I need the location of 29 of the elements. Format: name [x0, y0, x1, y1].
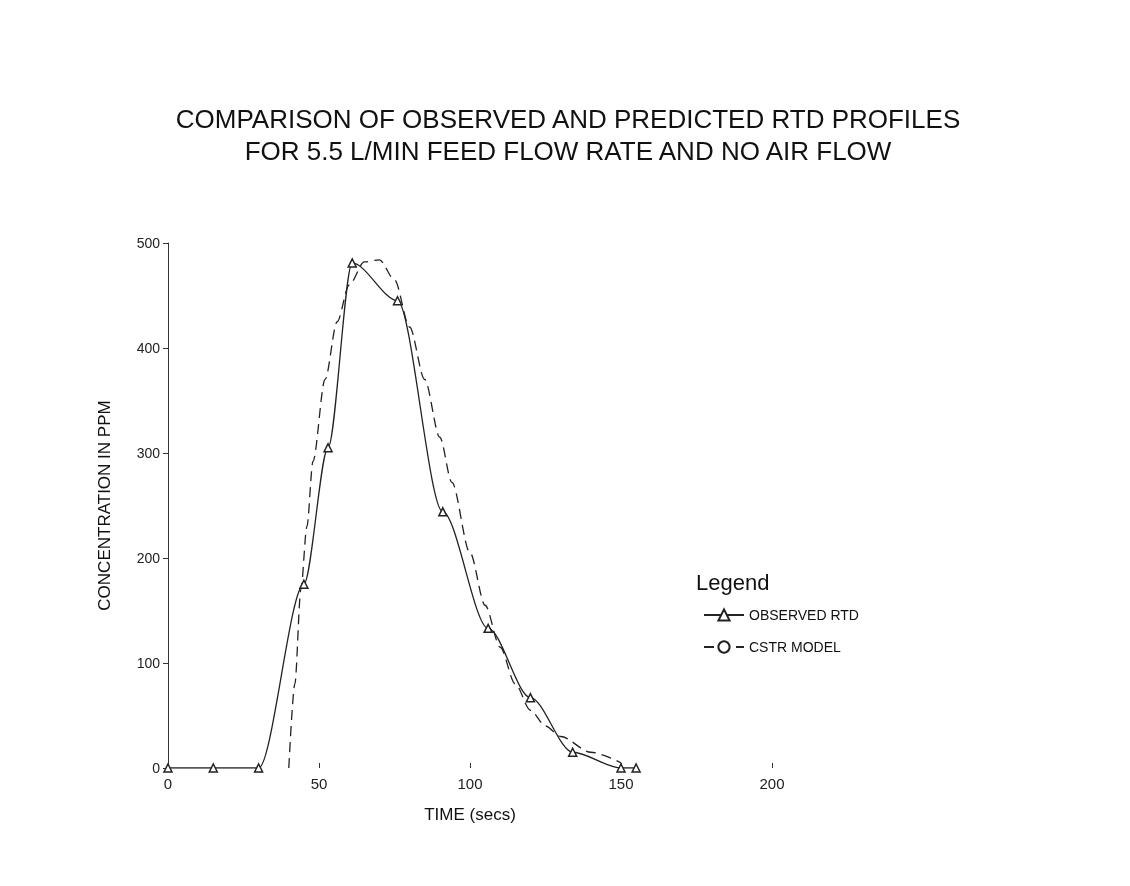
point	[347, 258, 357, 268]
x-tick-label: 50	[310, 775, 328, 792]
y-tick-label: 200	[136, 550, 161, 566]
chart-title: COMPARISON OF OBSERVED AND PREDICTED RTD PROFILES FOR 5.5 L/MIN FEED FLOW RATE AND NO AIR FLOW	[175, 104, 961, 166]
point	[631, 763, 641, 773]
y-axis-title: CONCENTRATION IN PPM	[95, 400, 114, 611]
x-axis-title: TIME (secs)	[424, 805, 516, 824]
point	[438, 507, 448, 517]
point	[392, 296, 403, 306]
point	[253, 763, 264, 773]
legend-label: CSTR MODEL	[749, 639, 841, 655]
point	[616, 763, 626, 773]
x-tick-label: 0	[163, 775, 173, 792]
y-tick-label: 100	[136, 655, 161, 671]
y-tick-label: 0	[152, 760, 161, 776]
point	[208, 763, 219, 773]
legend-label: OBSERVED RTD	[749, 607, 859, 623]
point	[483, 623, 493, 634]
x-tick-label: 200	[759, 775, 785, 792]
x-tick-label: 100	[457, 775, 483, 792]
point	[323, 443, 333, 453]
y-tick-label: 400	[136, 340, 161, 356]
legend-title: Legend	[696, 569, 770, 595]
point	[567, 747, 578, 757]
y-tick-label: 500	[136, 235, 161, 251]
point	[299, 579, 309, 589]
x-tick-label: 150	[608, 775, 634, 792]
point	[525, 692, 536, 703]
y-tick-label: 300	[136, 445, 161, 461]
